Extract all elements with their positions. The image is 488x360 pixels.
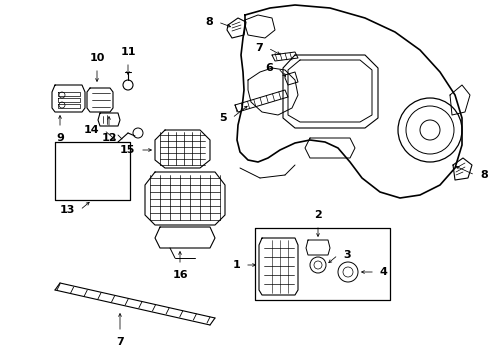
Text: 16: 16 — [172, 270, 187, 280]
Text: 10: 10 — [89, 53, 104, 63]
Text: 12: 12 — [101, 133, 117, 143]
Text: 4: 4 — [379, 267, 387, 277]
Text: 7: 7 — [116, 337, 123, 347]
Text: 3: 3 — [342, 250, 350, 260]
Text: 2: 2 — [313, 210, 321, 220]
Text: 15: 15 — [120, 145, 135, 155]
Text: 8: 8 — [479, 170, 487, 180]
Text: 5: 5 — [219, 113, 226, 123]
Text: 13: 13 — [60, 205, 75, 215]
Text: 6: 6 — [264, 63, 272, 73]
Text: 1: 1 — [232, 260, 240, 270]
Text: 11: 11 — [120, 47, 136, 57]
Text: 8: 8 — [205, 17, 213, 27]
Text: 14: 14 — [83, 125, 99, 135]
Text: 7: 7 — [255, 43, 263, 53]
Text: 9: 9 — [56, 133, 64, 143]
